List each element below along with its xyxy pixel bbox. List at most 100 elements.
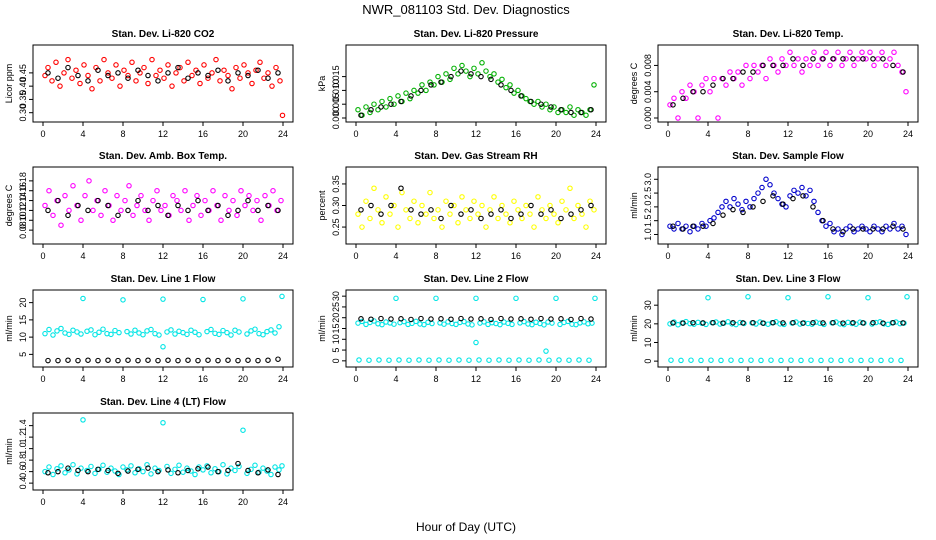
data-point [426,357,432,363]
data-point [507,82,513,88]
data-point [895,62,901,69]
data-point [78,217,84,224]
data-point [358,112,364,118]
data-point [720,75,726,82]
data-point [55,468,61,475]
data-point [738,357,744,364]
data-point [100,326,106,332]
data-point [138,192,144,199]
y-tick-label: 30 [331,291,341,301]
data-point [85,78,91,84]
x-tick-label: 16 [823,129,833,139]
data-point [156,332,162,338]
data-point [80,295,86,302]
data-point [731,195,737,202]
data-point [871,62,877,69]
data-point [395,224,401,230]
data-point [175,357,181,364]
data-point [205,75,211,81]
x-tick-label: 24 [591,251,601,261]
data-point [95,357,101,364]
data-point [245,357,251,363]
data-point [86,178,92,184]
data-point [406,357,412,363]
panel-line4: Stan. Dev. Line 4 (LT) Flow 0 4 8 12 16 20 24 0.… [4,397,294,507]
data-point [388,101,394,107]
data-point [116,329,122,336]
data-point [236,463,242,470]
data-point [461,318,467,325]
data-point [154,187,160,194]
y-axis-label: kPa [317,76,327,92]
data-point [195,357,201,364]
data-point [155,468,161,475]
data-point [232,467,238,474]
data-point [847,223,853,229]
data-point [790,56,796,62]
data-point [260,331,266,338]
data-point [870,319,876,326]
data-point [810,204,816,210]
data-point [148,471,154,477]
data-point [42,72,48,79]
x-tick-label: 0 [40,497,45,507]
data-point [222,192,228,199]
data-point [730,75,736,82]
data-point [195,70,201,76]
data-point [679,88,685,95]
x-tick-label: 24 [903,251,913,261]
data-point [276,324,282,330]
data-point [527,211,533,217]
data-point [446,357,452,363]
data-point [807,187,813,194]
series-main [355,60,597,118]
data-point [671,95,677,102]
x-tick-label: 16 [198,129,208,139]
x-tick-label: 4 [393,129,398,139]
data-point [244,331,250,337]
data-point [488,76,494,83]
data-point [787,193,793,199]
y-tick-label: 1.4 [18,419,28,432]
data-point [135,67,141,73]
data-point [58,222,64,228]
data-point [218,217,224,224]
x-tick-label: 16 [511,251,521,261]
data-point [758,357,764,364]
data-point [468,316,474,322]
data-point [192,329,198,336]
data-point [828,357,834,363]
data-point [407,215,413,222]
data-point [870,226,876,232]
x-tick-label: 4 [80,129,85,139]
data-point [588,202,594,209]
data-point [246,192,252,199]
data-point [185,75,191,81]
data-point [250,207,256,214]
data-point [363,198,369,204]
data-point [150,197,156,204]
x-tick-label: 24 [278,251,288,261]
data-point [359,318,365,325]
data-point [568,211,574,217]
data-point [230,197,236,204]
data-point [135,197,141,204]
x-tick-label: 12 [471,251,481,261]
data-point [727,204,733,210]
data-point [543,101,549,107]
data-point [739,206,745,213]
data-point [791,187,797,194]
data-point [383,104,389,110]
data-point [401,318,407,325]
data-point [838,357,844,364]
y-tick-label: 0.30 [331,197,341,215]
data-point [751,62,757,69]
data-point [408,316,414,323]
data-point [830,226,836,232]
data-point [252,462,258,469]
data-point [208,326,214,333]
data-point [720,212,726,218]
data-point [108,331,114,338]
data-point [707,217,713,224]
data-point [890,223,896,229]
